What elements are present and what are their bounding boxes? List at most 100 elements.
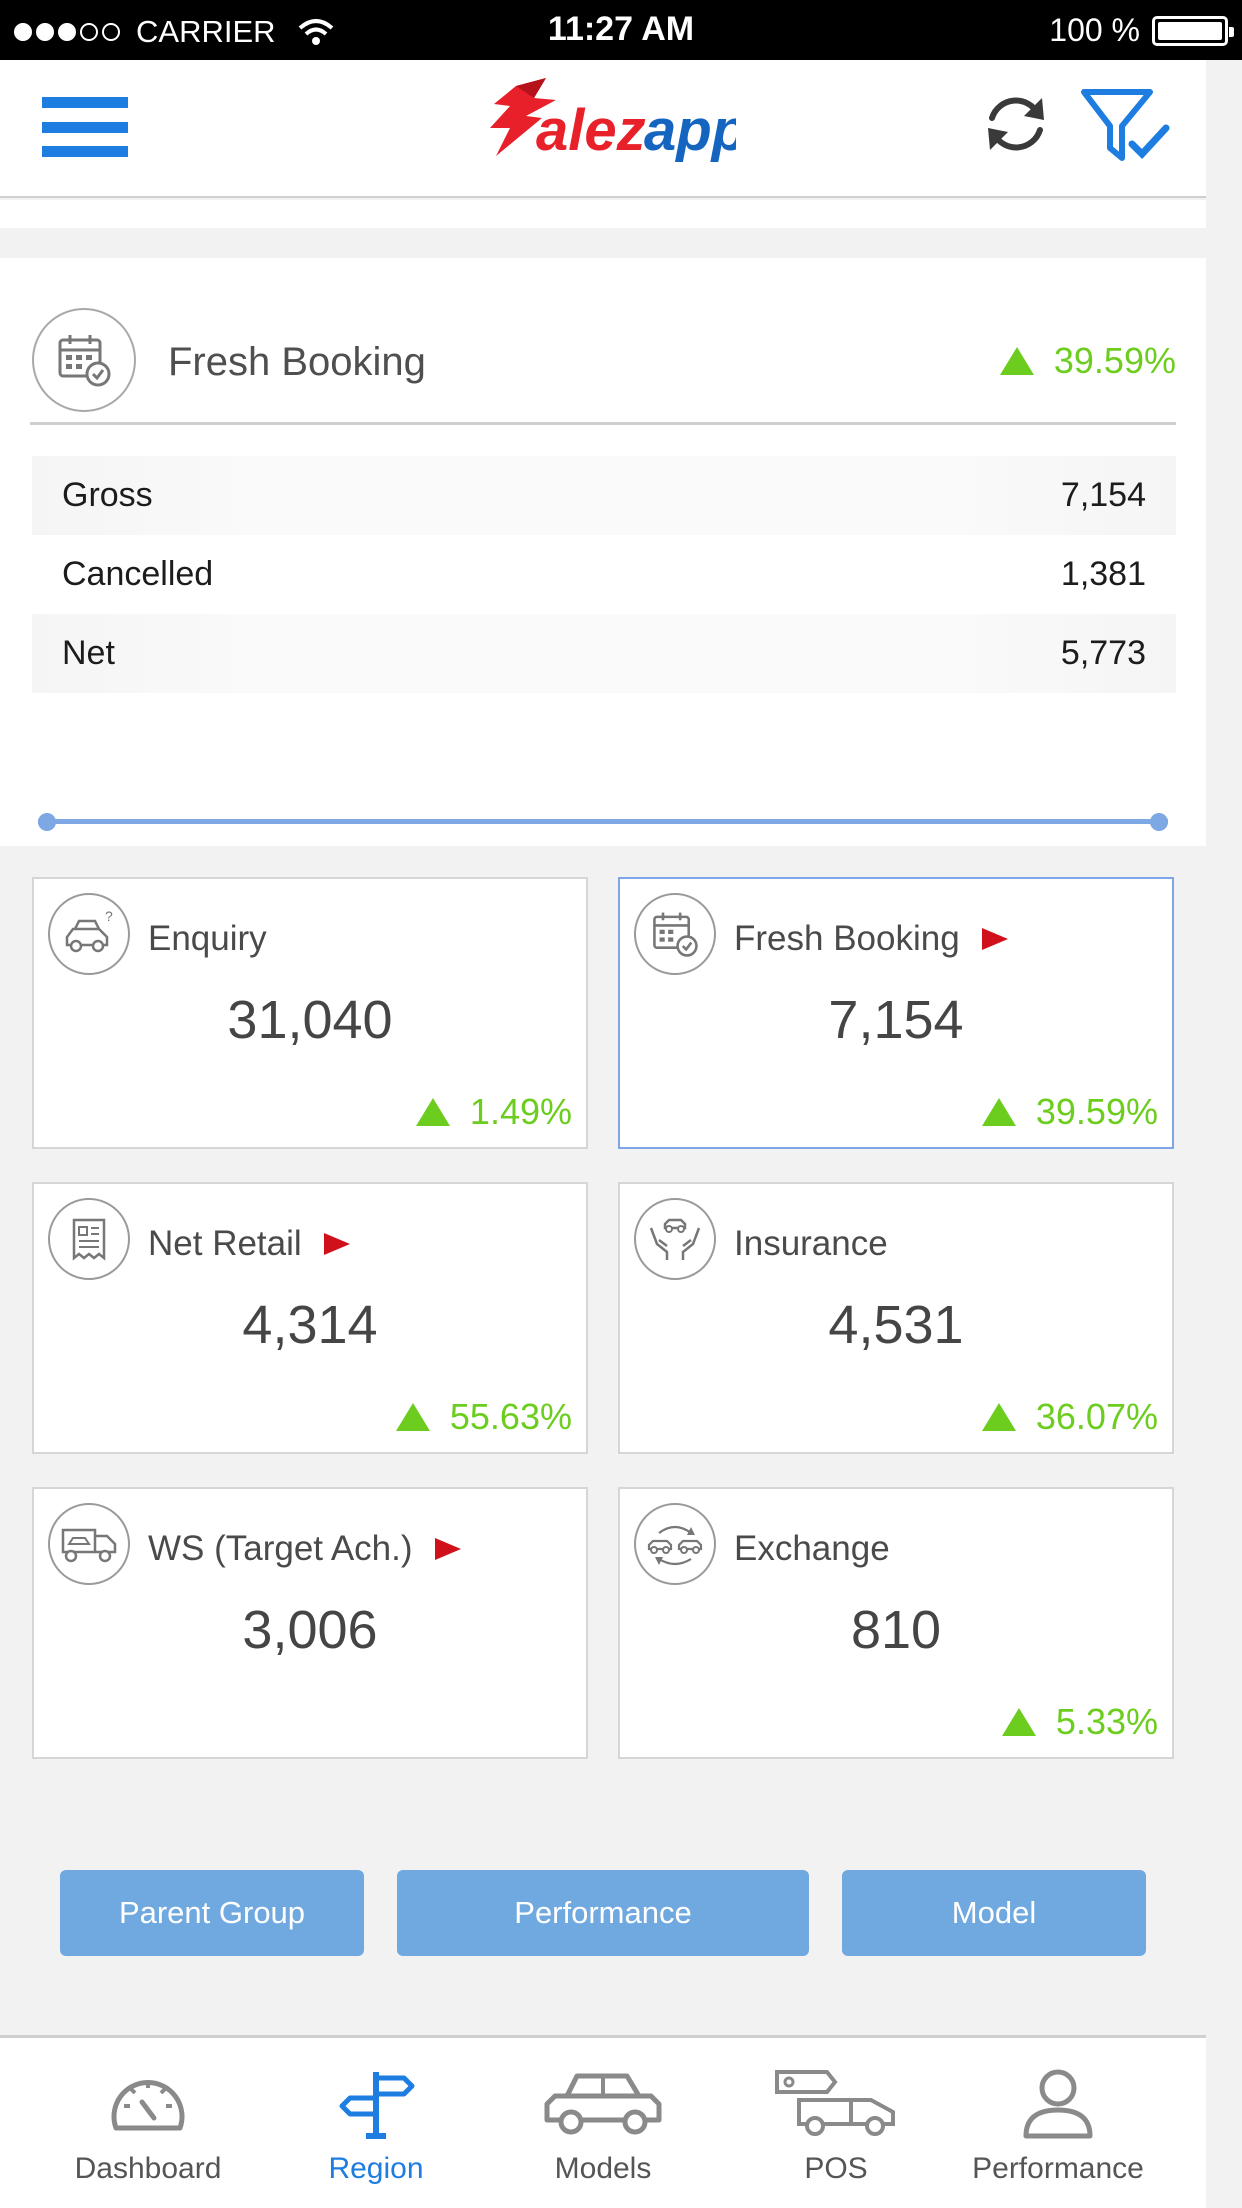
fresh-booking-detail-card: Fresh Booking 39.59% Gross 7,154 Cancell… — [0, 258, 1206, 846]
performance-button[interactable]: Performance — [397, 1870, 809, 1956]
parent-group-button[interactable]: Parent Group — [60, 1870, 364, 1956]
nav-label: Models — [554, 2152, 652, 2185]
tile-label: Exchange — [734, 1529, 890, 1568]
signal-strength-icon — [14, 23, 120, 41]
svg-text:app: app — [644, 98, 736, 163]
signal-indicator: CARRIER — [14, 14, 334, 50]
clock: 11:27 AM — [547, 10, 695, 48]
up-triangle-icon — [1001, 1708, 1036, 1736]
drilldown-arrow-icon[interactable] — [981, 928, 1008, 950]
nav-label: Performance — [972, 2152, 1144, 2185]
tile-value: 4,531 — [828, 1295, 964, 1355]
row-label: Net — [62, 634, 115, 672]
divider — [30, 422, 1176, 425]
nav-item-region[interactable]: Region — [266, 2038, 486, 2208]
tile-ws-target[interactable]: WS (Target Ach.) 3,006 — [32, 1487, 588, 1759]
battery-indicator: 100 % — [1049, 12, 1234, 49]
row-value: 1,381 — [1060, 555, 1146, 593]
calendar-check-icon — [634, 893, 716, 975]
card-change: 39.59% — [999, 340, 1176, 382]
tile-change: 5.33% — [1001, 1701, 1158, 1743]
row-label: Gross — [62, 476, 153, 514]
truck-car-icon — [48, 1503, 130, 1585]
speedometer-icon — [111, 2080, 185, 2131]
menu-icon[interactable] — [42, 97, 128, 157]
up-triangle-icon — [999, 347, 1034, 375]
row-value: 7,154 — [1060, 476, 1146, 514]
model-button[interactable]: Model — [842, 1870, 1146, 1956]
battery-percent: 100 % — [1049, 12, 1140, 48]
tile-change: 36.07% — [981, 1396, 1158, 1438]
header-shadow-strip — [0, 200, 1206, 228]
up-triangle-icon — [415, 1098, 450, 1126]
tile-change-value: 36.07% — [1035, 1396, 1158, 1437]
slider-handle-start[interactable] — [38, 813, 56, 831]
tile-label: WS (Target Ach.) — [148, 1529, 413, 1568]
booking-breakdown-list: Gross 7,154 Cancelled 1,381 Net 5,773 — [32, 456, 1176, 693]
hands-car-icon — [634, 1198, 716, 1280]
invoice-icon — [48, 1198, 130, 1280]
breakdown-row-net: Net 5,773 — [32, 614, 1176, 693]
row-value: 5,773 — [1060, 634, 1146, 672]
app-header: alez app — [0, 60, 1206, 198]
range-slider[interactable] — [38, 813, 1168, 831]
tile-insurance[interactable]: Insurance 4,531 36.07% — [618, 1182, 1174, 1454]
salezapp-logo: alez app — [490, 78, 736, 163]
tile-change: 55.63% — [395, 1396, 572, 1438]
tile-value: 7,154 — [828, 990, 964, 1050]
tile-label: Net Retail — [148, 1224, 302, 1263]
nav-label: Region — [328, 2152, 424, 2185]
tile-value: 4,314 — [242, 1295, 378, 1355]
nav-item-models[interactable]: Models — [493, 2038, 713, 2208]
signpost-icon — [339, 2072, 415, 2139]
tile-change-value: 5.33% — [1055, 1701, 1158, 1742]
slider-track — [38, 819, 1168, 824]
tile-change: 1.49% — [415, 1091, 572, 1133]
tile-label: Fresh Booking — [734, 919, 960, 958]
up-triangle-icon — [981, 1098, 1016, 1126]
wifi-icon — [298, 19, 333, 45]
row-label: Cancelled — [62, 555, 214, 593]
svg-text:alez: alez — [536, 98, 646, 163]
person-icon — [1023, 2069, 1093, 2139]
car-exchange-icon — [634, 1503, 716, 1585]
tile-change-value: 1.49% — [469, 1091, 572, 1132]
bottom-navigation: Dashboard Region Models — [0, 2035, 1206, 2208]
car-question-icon: ? — [48, 893, 130, 975]
drilldown-arrow-icon[interactable] — [323, 1233, 350, 1255]
card-title: Fresh Booking — [168, 340, 426, 384]
filter-icon[interactable] — [1080, 88, 1172, 164]
tile-label: Enquiry — [148, 919, 267, 958]
nav-item-performance[interactable]: Performance — [948, 2038, 1168, 2208]
tile-value: 810 — [850, 1600, 942, 1660]
up-triangle-icon — [981, 1403, 1016, 1431]
tile-change-value: 55.63% — [449, 1396, 572, 1437]
calendar-check-icon — [32, 308, 136, 412]
delivery-truck-icon — [775, 2070, 895, 2136]
tile-fresh-booking[interactable]: Fresh Booking 7,154 39.59% — [618, 877, 1174, 1149]
car-icon — [544, 2073, 662, 2135]
tile-value: 31,040 — [227, 990, 393, 1050]
battery-icon — [1152, 15, 1234, 46]
svg-text:?: ? — [105, 909, 113, 924]
breakdown-row-cancelled: Cancelled 1,381 — [32, 535, 1176, 614]
carrier-name: CARRIER — [136, 14, 276, 49]
breakdown-row-gross: Gross 7,154 — [32, 456, 1176, 535]
refresh-icon[interactable] — [980, 88, 1052, 160]
nav-item-pos[interactable]: POS — [726, 2038, 946, 2208]
card-change-value: 39.59% — [1053, 340, 1176, 381]
tile-exchange[interactable]: Exchange 810 5.33% — [618, 1487, 1174, 1759]
tile-label: Insurance — [734, 1224, 888, 1263]
drilldown-arrow-icon[interactable] — [434, 1538, 461, 1560]
status-bar: CARRIER 11:27 AM 100 % — [0, 0, 1242, 60]
nav-label: Dashboard — [74, 2152, 222, 2185]
slider-handle-end[interactable] — [1150, 813, 1168, 831]
up-triangle-icon — [395, 1403, 430, 1431]
nav-item-dashboard[interactable]: Dashboard — [38, 2038, 258, 2208]
nav-label: POS — [804, 2152, 868, 2185]
tile-enquiry[interactable]: ? Enquiry 31,040 1.49% — [32, 877, 588, 1149]
tile-change: 39.59% — [981, 1091, 1158, 1133]
tile-value: 3,006 — [242, 1600, 378, 1660]
tile-change-value: 39.59% — [1035, 1091, 1158, 1132]
tile-net-retail[interactable]: Net Retail 4,314 55.63% — [32, 1182, 588, 1454]
